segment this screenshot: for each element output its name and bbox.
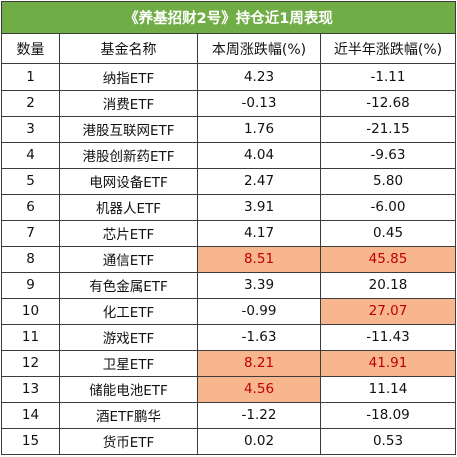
- table-row: 15 货币ETF 0.02 0.53: [1, 427, 456, 456]
- week-change-cell: 3.39: [197, 271, 321, 299]
- table-row: 10 化工ETF -0.99 27.07: [1, 297, 456, 325]
- fund-name-cell: 储能电池ETF: [59, 375, 198, 403]
- fund-name-cell: 芯片ETF: [59, 219, 198, 247]
- row-number-cell: 11: [1, 323, 60, 351]
- row-number-cell: 12: [1, 349, 60, 377]
- fund-name-cell: 机器人ETF: [59, 193, 198, 221]
- table-row: 14 酒ETF鹏华 -1.22 -18.09: [1, 401, 456, 429]
- fund-name-cell: 消费ETF: [59, 89, 198, 117]
- half-year-change-cell: -9.63: [320, 141, 456, 169]
- half-year-change-cell: -1.11: [320, 63, 456, 91]
- fund-name-cell: 电网设备ETF: [59, 167, 198, 195]
- fund-name-cell: 货币ETF: [59, 427, 198, 456]
- table-row: 3 港股互联网ETF 1.76 -21.15: [1, 115, 456, 143]
- table-row: 13 储能电池ETF 4.56 11.14: [1, 375, 456, 403]
- half-year-change-cell: 11.14: [320, 375, 456, 403]
- row-number-cell: 15: [1, 427, 60, 456]
- row-number-cell: 13: [1, 375, 60, 403]
- half-year-change-cell: 41.91: [320, 349, 456, 377]
- week-change-cell: 3.91: [197, 193, 321, 221]
- week-change-cell: 8.21: [197, 349, 321, 377]
- week-change-cell: 4.04: [197, 141, 321, 169]
- fund-name-cell: 卫星ETF: [59, 349, 198, 377]
- row-number-cell: 5: [1, 167, 60, 195]
- title-row: 《养基招财2号》持仓近1周表现: [1, 0, 456, 35]
- week-change-cell: -1.63: [197, 323, 321, 351]
- week-change-cell: -0.99: [197, 297, 321, 325]
- half-year-change-cell: 45.85: [320, 245, 456, 273]
- table-row: 1 纳指ETF 4.23 -1.11: [1, 63, 456, 91]
- half-year-change-cell: -11.43: [320, 323, 456, 351]
- row-number-cell: 9: [1, 271, 60, 299]
- table-row: 6 机器人ETF 3.91 -6.00: [1, 193, 456, 221]
- table-row: 11 游戏ETF -1.63 -11.43: [1, 323, 456, 351]
- row-number-cell: 3: [1, 115, 60, 143]
- week-change-cell: 4.56: [197, 375, 321, 403]
- fund-name-cell: 通信ETF: [59, 245, 198, 273]
- header-row: 数量 基金名称 本周涨跌幅(%) 近半年涨跌幅(%): [1, 33, 456, 65]
- row-number-cell: 6: [1, 193, 60, 221]
- row-number-cell: 8: [1, 245, 60, 273]
- week-change-cell: 4.23: [197, 63, 321, 91]
- fund-name-cell: 酒ETF鹏华: [59, 401, 198, 429]
- half-year-change-cell: -6.00: [320, 193, 456, 221]
- table-row: 2 消费ETF -0.13 -12.68: [1, 89, 456, 117]
- table-row: 7 芯片ETF 4.17 0.45: [1, 219, 456, 247]
- row-number-cell: 1: [1, 63, 60, 91]
- row-number-cell: 4: [1, 141, 60, 169]
- header-fund-name: 基金名称: [59, 33, 198, 65]
- week-change-cell: 8.51: [197, 245, 321, 273]
- fund-name-cell: 纳指ETF: [59, 63, 198, 91]
- row-number-cell: 14: [1, 401, 60, 429]
- half-year-change-cell: 0.45: [320, 219, 456, 247]
- half-year-change-cell: -18.09: [320, 401, 456, 429]
- fund-name-cell: 有色金属ETF: [59, 271, 198, 299]
- table-row: 8 通信ETF 8.51 45.85: [1, 245, 456, 273]
- half-year-change-cell: 27.07: [320, 297, 456, 325]
- table-row: 12 卫星ETF 8.21 41.91: [1, 349, 456, 377]
- half-year-change-cell: -12.68: [320, 89, 456, 117]
- fund-name-cell: 港股互联网ETF: [59, 115, 198, 143]
- table-row: 9 有色金属ETF 3.39 20.18: [1, 271, 456, 299]
- fund-name-cell: 化工ETF: [59, 297, 198, 325]
- table-title: 《养基招财2号》持仓近1周表现: [1, 0, 456, 35]
- half-year-change-cell: -21.15: [320, 115, 456, 143]
- week-change-cell: 2.47: [197, 167, 321, 195]
- header-half-year-change: 近半年涨跌幅(%): [320, 33, 456, 65]
- table-row: 4 港股创新药ETF 4.04 -9.63: [1, 141, 456, 169]
- row-number-cell: 10: [1, 297, 60, 325]
- row-number-cell: 2: [1, 89, 60, 117]
- half-year-change-cell: 5.80: [320, 167, 456, 195]
- header-week-change: 本周涨跌幅(%): [197, 33, 321, 65]
- fund-name-cell: 港股创新药ETF: [59, 141, 198, 169]
- half-year-change-cell: 20.18: [320, 271, 456, 299]
- week-change-cell: -1.22: [197, 401, 321, 429]
- week-change-cell: -0.13: [197, 89, 321, 117]
- row-number-cell: 7: [1, 219, 60, 247]
- table-row: 5 电网设备ETF 2.47 5.80: [1, 167, 456, 195]
- half-year-change-cell: 0.53: [320, 427, 456, 456]
- header-count: 数量: [1, 33, 60, 65]
- week-change-cell: 0.02: [197, 427, 321, 456]
- week-change-cell: 1.76: [197, 115, 321, 143]
- week-change-cell: 4.17: [197, 219, 321, 247]
- fund-name-cell: 游戏ETF: [59, 323, 198, 351]
